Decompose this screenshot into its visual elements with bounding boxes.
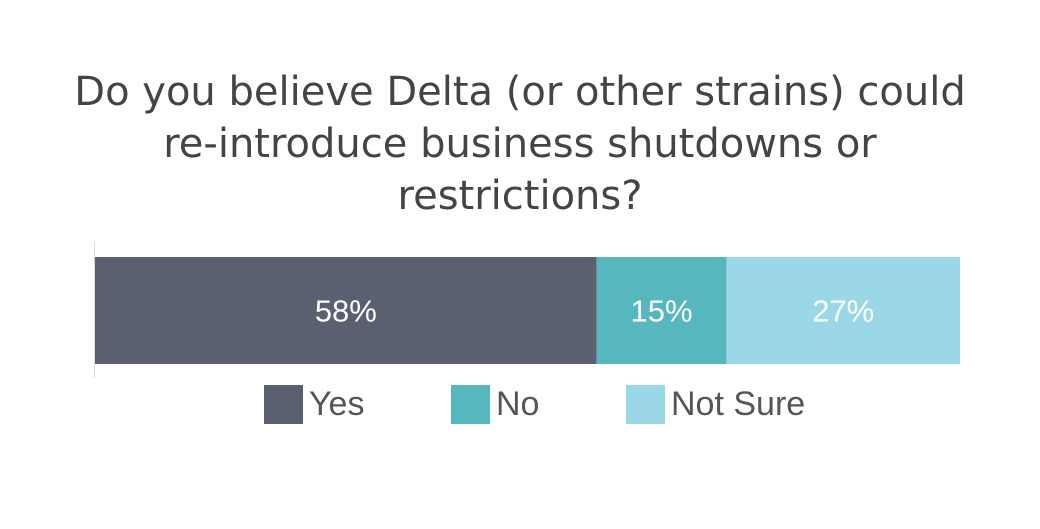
bar-segment-not-sure	[726, 257, 960, 364]
data-label-no: 15%	[631, 294, 693, 329]
legend-swatch-not-sure	[626, 385, 665, 424]
legend-label-no: No	[496, 385, 539, 423]
legend-label-yes: Yes	[309, 385, 364, 423]
bar-segments: 58% 15% 27%	[95, 257, 960, 364]
bar-segment-no	[596, 257, 727, 364]
data-label-yes: 58%	[315, 294, 377, 329]
legend: Yes No Not Sure	[264, 385, 805, 424]
legend-label-not-sure: Not Sure	[671, 385, 805, 423]
data-label-not-sure: 27%	[812, 294, 874, 329]
chart-title: Do you believe Delta (or other strains) …	[74, 69, 966, 219]
legend-swatch-yes	[264, 385, 303, 424]
bar-segment-yes	[95, 257, 597, 364]
legend-swatch-no	[451, 385, 490, 424]
